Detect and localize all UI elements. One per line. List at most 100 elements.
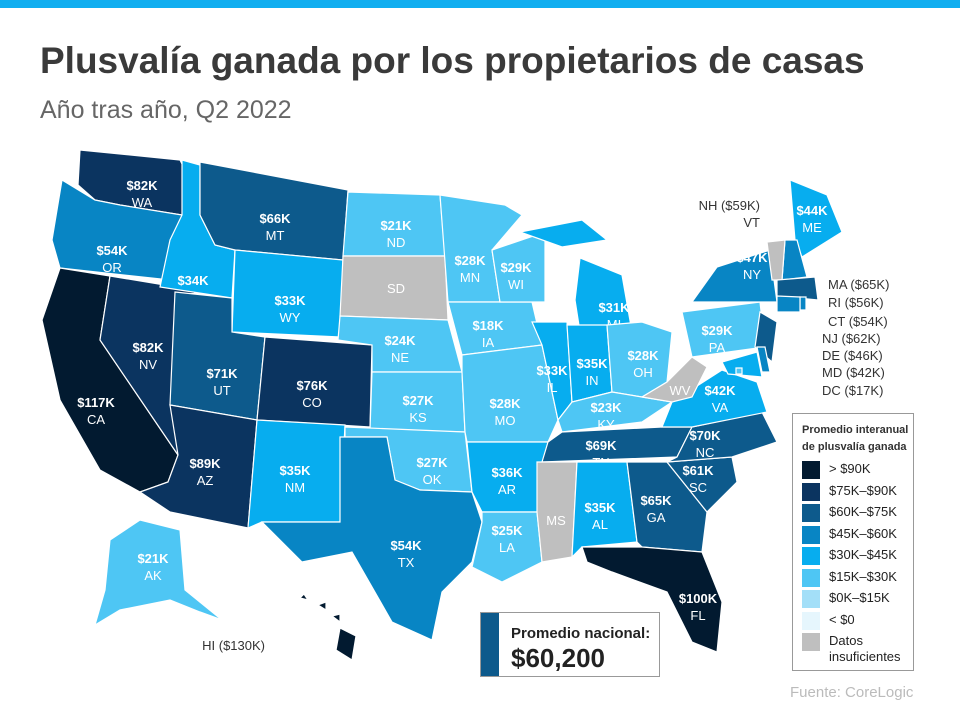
- state-value: $69K: [585, 438, 617, 453]
- state-abbr: AL: [592, 517, 608, 532]
- state-abbr: CO: [302, 395, 322, 410]
- legend-swatch: [802, 525, 820, 544]
- state-al: [571, 461, 638, 559]
- state-value: $42K: [704, 383, 736, 398]
- national-average-value: $60,200: [511, 643, 605, 673]
- state-value: $34K: [177, 273, 209, 288]
- legend-swatch: [802, 611, 820, 630]
- state-value: $35K: [584, 500, 616, 515]
- callout-label-ct: CT ($54K): [828, 314, 888, 329]
- subtitle: Año tras año, Q2 2022: [40, 96, 292, 124]
- state-value: $33K: [274, 293, 306, 308]
- legend: Promedio interanual de plusvalía ganada >…: [792, 413, 914, 671]
- state-abbr: OR: [102, 260, 122, 275]
- state-abbr: KY: [597, 417, 615, 432]
- state-abbr: IL: [547, 380, 558, 395]
- state-abbr: FL: [690, 608, 705, 623]
- callout-label-ma: MA ($65K): [828, 277, 889, 292]
- legend-item: Datos insuficientes: [802, 633, 913, 673]
- callout-label-dc: DC ($17K): [822, 383, 883, 398]
- state-value: $47K: [736, 250, 768, 265]
- state-value: $27K: [416, 455, 448, 470]
- state-value: $24K: [384, 333, 416, 348]
- callout-label-ri: RI ($56K): [828, 295, 884, 310]
- state-value: $71K: [206, 366, 238, 381]
- state-label-me: $44K: [796, 203, 828, 218]
- accent-bar: [481, 613, 499, 676]
- state-value: $28K: [489, 396, 521, 411]
- state-abbr: OH: [633, 365, 653, 380]
- state-value: $18K: [472, 318, 504, 333]
- source: Fuente: CoreLogic: [790, 684, 914, 701]
- state-value: $89K: [189, 456, 221, 471]
- state-md: [721, 351, 763, 378]
- state-value: $33K: [536, 363, 568, 378]
- state-value: $23K: [590, 400, 622, 415]
- state-dc: [735, 367, 743, 375]
- state-ms: [536, 461, 578, 563]
- legend-label: < $0: [829, 611, 855, 627]
- state-value: $66K: [259, 211, 291, 226]
- legend-item: $45K–$60K: [802, 525, 913, 548]
- state-de: [756, 346, 771, 373]
- state-value: $54K: [96, 243, 128, 258]
- state-value: $21K: [137, 551, 169, 566]
- legend-swatch: [802, 633, 820, 651]
- state-wi: [491, 231, 546, 303]
- legend-label: Datos insuficientes: [829, 633, 901, 664]
- legend-item: $0K–$15K: [802, 590, 913, 612]
- callout-label-hi: HI ($130K): [202, 638, 265, 653]
- legend-item: $30K–$45K: [802, 547, 913, 569]
- state-abbr: MN: [460, 270, 480, 285]
- legend-item: > $90K: [802, 461, 913, 483]
- state-abbr: SD: [387, 281, 405, 296]
- state-ct: [776, 295, 801, 313]
- state-abbr: NV: [139, 357, 157, 372]
- state-abbr: ND: [387, 235, 406, 250]
- state-me: [789, 179, 843, 258]
- state-abbr: NM: [285, 480, 305, 495]
- legend-swatch: [802, 461, 820, 479]
- state-abbr: MO: [495, 413, 516, 428]
- state-fl: [581, 546, 723, 653]
- page-title: Plusvalía ganada por los propietarios de…: [40, 40, 865, 81]
- national-average-label: Promedio nacional:: [511, 625, 651, 642]
- state-value: $100K: [679, 591, 718, 606]
- state-abbr: LA: [499, 540, 515, 555]
- state-value: $28K: [454, 253, 486, 268]
- state-value: $31K: [598, 300, 630, 315]
- legend-label: $30K–$45K: [829, 547, 897, 562]
- state-label-me: ME: [802, 220, 822, 235]
- state-value: $117K: [77, 395, 115, 410]
- callout-label-md: MD ($42K): [822, 365, 885, 380]
- legend-item: < $0: [802, 611, 913, 634]
- state-value: $29K: [500, 260, 532, 275]
- state-value: $70K: [689, 428, 721, 443]
- legend-item: $75K–$90K: [802, 482, 913, 505]
- state-tn: [541, 426, 693, 463]
- top-accent-bar: [0, 0, 960, 8]
- legend-label: > $90K: [829, 461, 871, 476]
- state-abbr: PA: [709, 340, 726, 355]
- callout-label-nj: NJ ($62K): [822, 331, 881, 346]
- state-abbr: WA: [132, 195, 153, 210]
- state-abbr: WI: [508, 277, 524, 292]
- legend-label: $60K–$75K: [829, 504, 897, 519]
- state-abbr: WV: [670, 383, 691, 398]
- state-abbr: NE: [391, 350, 409, 365]
- state-abbr: NC: [696, 445, 715, 460]
- state-ak: [94, 519, 223, 627]
- state-value: $76K: [296, 378, 328, 393]
- legend-swatch: [802, 482, 820, 501]
- legend-swatch: [802, 504, 820, 522]
- state-value: $29K: [701, 323, 733, 338]
- callout-label-vt: VT: [743, 215, 760, 230]
- state-value: $54K: [390, 538, 422, 553]
- national-average-box: Promedio nacional: $60,200: [480, 612, 660, 677]
- legend-label: $15K–$30K: [829, 568, 897, 584]
- state-abbr: AK: [144, 568, 162, 583]
- legend-swatch: [802, 547, 820, 565]
- state-value: $65K: [640, 493, 672, 508]
